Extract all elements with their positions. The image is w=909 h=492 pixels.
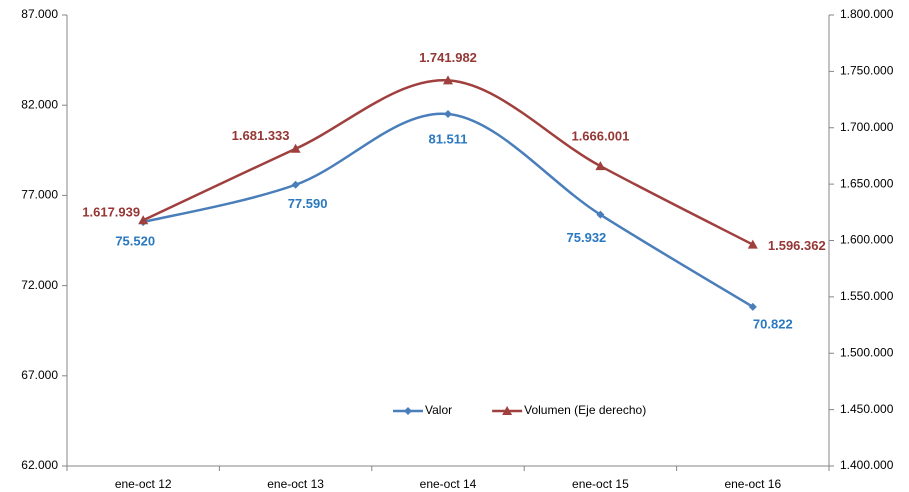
- data-label: 75.520: [115, 234, 155, 249]
- y2-tick-label: 1.750.000: [840, 64, 894, 78]
- data-label: 1.741.982: [419, 50, 477, 65]
- x-tick-label: ene-oct 14: [420, 477, 477, 491]
- y2-tick-label: 1.400.000: [840, 458, 894, 472]
- y2-tick-label: 1.700.000: [840, 120, 894, 134]
- y-tick-label: 77.000: [21, 188, 58, 202]
- marker: [404, 407, 412, 415]
- y2-tick-label: 1.550.000: [840, 289, 894, 303]
- marker: [747, 239, 758, 249]
- data-label: 81.511: [428, 131, 467, 146]
- x-tick-label: ene-oct 13: [267, 477, 324, 491]
- data-label: 1.617.939: [82, 205, 140, 220]
- marker: [444, 110, 452, 119]
- y2-tick-label: 1.800.000: [840, 7, 894, 21]
- y2-tick-label: 1.500.000: [840, 345, 894, 359]
- y-tick-label: 87.000: [21, 7, 58, 21]
- x-tick-label: ene-oct 15: [572, 477, 629, 491]
- legend-label: Volumen (Eje derecho): [524, 403, 646, 417]
- data-label: 1.596.362: [768, 238, 826, 253]
- data-label: 1.681.333: [232, 128, 290, 143]
- y-tick-label: 62.000: [21, 458, 58, 472]
- y2-tick-label: 1.650.000: [840, 176, 894, 190]
- marker: [748, 302, 757, 311]
- marker: [502, 406, 513, 415]
- marker: [596, 210, 605, 219]
- y-tick-label: 82.000: [21, 97, 58, 111]
- x-tick-label: ene-oct 12: [115, 477, 172, 491]
- data-label: 75.932: [567, 230, 607, 245]
- x-tick-label: ene-oct 16: [724, 477, 781, 491]
- y2-tick-label: 1.450.000: [840, 402, 894, 416]
- line: [142, 79, 754, 246]
- marker: [595, 161, 606, 171]
- legend-label: Valor: [425, 403, 452, 417]
- y-tick-label: 67.000: [21, 368, 58, 382]
- y-tick-label: 72.000: [21, 278, 58, 292]
- marker: [290, 143, 301, 153]
- data-label: 77.590: [288, 196, 328, 211]
- data-label: 1.666.001: [571, 129, 629, 144]
- marker: [291, 180, 300, 189]
- marker: [138, 215, 149, 225]
- y2-tick-label: 1.600.000: [840, 233, 894, 247]
- data-label: 70.822: [753, 316, 793, 331]
- marker: [443, 75, 453, 85]
